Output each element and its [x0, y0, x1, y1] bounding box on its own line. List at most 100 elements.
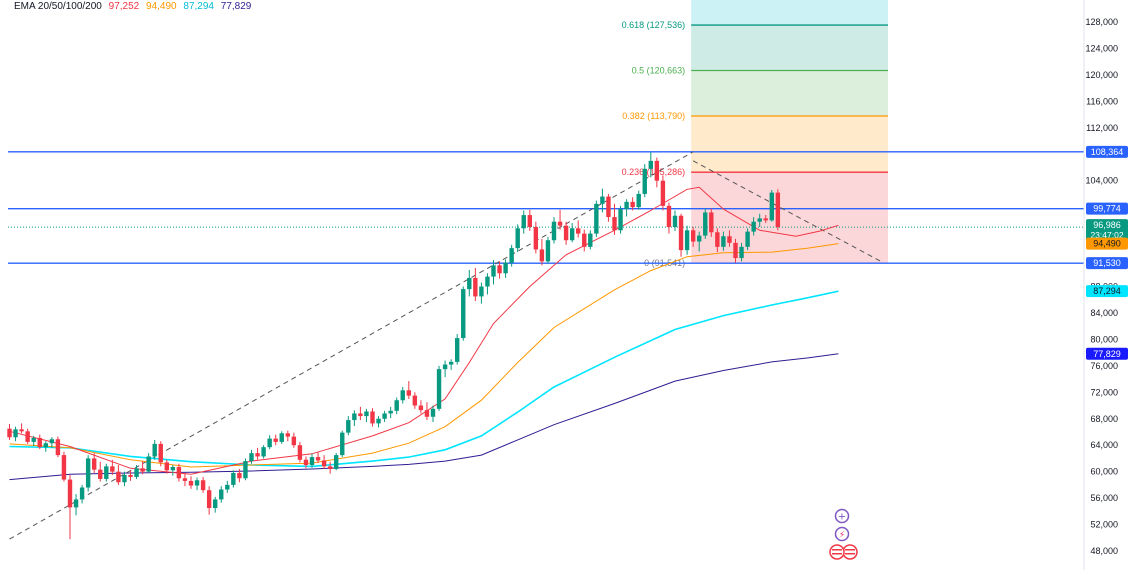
y-tick-label: 84,000 — [1090, 308, 1118, 318]
candle — [672, 210, 678, 231]
candle-body — [703, 212, 708, 236]
candle — [394, 397, 399, 415]
candle — [334, 453, 339, 471]
candle-body — [303, 459, 309, 466]
candle-body — [261, 447, 266, 457]
legend-ema20: 97,252 — [108, 1, 140, 12]
candle — [612, 203, 617, 235]
candle-body — [37, 437, 42, 448]
candle — [13, 426, 18, 442]
candle — [769, 189, 774, 222]
ema50-line — [9, 243, 839, 468]
candle-body — [618, 209, 623, 231]
candle-body — [255, 453, 260, 457]
candle-body — [636, 193, 641, 208]
candle-body — [67, 479, 73, 508]
candle — [721, 231, 726, 251]
candle — [600, 188, 605, 213]
y-tick-label: 112,000 — [1086, 123, 1118, 133]
candle-body — [92, 458, 97, 470]
candle-body — [497, 265, 502, 274]
candle — [309, 453, 315, 468]
y-tick-label: 48,000 — [1090, 546, 1118, 556]
candle-body — [569, 228, 575, 241]
candle-body — [491, 265, 496, 277]
candle — [104, 463, 109, 482]
ema100-line — [9, 290, 839, 468]
candle — [225, 480, 230, 493]
candle — [61, 451, 67, 482]
candle-body — [624, 201, 629, 210]
candle — [697, 231, 702, 252]
fib-zone-top — [691, 0, 888, 26]
candle-body — [394, 400, 399, 411]
candle — [751, 217, 756, 236]
candle — [642, 164, 647, 198]
plus-event-icon[interactable] — [834, 508, 850, 524]
candle-body — [576, 228, 581, 234]
candle — [321, 455, 327, 470]
us-flag-event-icon[interactable] — [842, 544, 858, 560]
legend-label: EMA 20/50/100/200 — [14, 1, 102, 12]
candle-body — [267, 438, 272, 448]
candle-body — [273, 438, 278, 442]
candle — [213, 496, 218, 513]
candle-body — [388, 410, 393, 414]
price-tag-hl1: 108,364 — [1086, 145, 1128, 158]
event-icons[interactable]: + ⚡ — [829, 508, 858, 560]
candle-body — [690, 230, 696, 242]
candle-body — [140, 468, 145, 472]
candle-body — [503, 262, 508, 274]
candle — [412, 392, 418, 409]
candle — [200, 476, 206, 493]
candle — [67, 474, 73, 540]
candle-body — [648, 160, 653, 169]
candle — [243, 458, 248, 481]
candle — [775, 189, 781, 231]
candle-body — [557, 221, 563, 226]
candle-body — [249, 453, 254, 462]
candle-body — [684, 230, 690, 251]
candle-body — [751, 221, 756, 232]
candle — [715, 228, 720, 253]
candle-body — [582, 233, 587, 247]
candle — [527, 209, 532, 231]
candle — [364, 408, 369, 423]
price-tag-countdown: 23:47:02 — [1090, 230, 1123, 240]
candle — [382, 410, 387, 423]
candle-body — [43, 443, 48, 448]
price-tags: 108,36499,77497,25296,98623:47:0294,4909… — [1086, 145, 1128, 360]
candle — [745, 228, 750, 251]
legend-ema100: 87,294 — [183, 1, 214, 12]
candle — [297, 441, 303, 463]
candle — [618, 205, 623, 234]
candle-body — [279, 433, 284, 442]
fib-zone — [691, 115, 888, 173]
candle-body — [588, 233, 593, 247]
candle — [237, 469, 242, 483]
candle-body — [672, 215, 678, 227]
candle — [569, 223, 575, 243]
lightning-event-icon[interactable] — [834, 526, 850, 542]
candle-body — [309, 457, 315, 466]
candle — [37, 434, 42, 450]
candle — [521, 210, 526, 234]
us-flag-event-icon-2[interactable] — [829, 544, 845, 560]
ema20-line — [9, 186, 839, 475]
candles[interactable] — [7, 151, 781, 540]
candle-body — [370, 411, 375, 424]
candle — [442, 360, 448, 378]
candle — [7, 424, 12, 440]
candle-body — [291, 436, 297, 446]
candle — [164, 459, 169, 474]
candle-body — [104, 466, 109, 479]
candle — [98, 461, 103, 482]
candle — [285, 430, 290, 442]
y-tick-label: 56,000 — [1090, 493, 1118, 503]
candle — [25, 428, 30, 444]
price-tag-bg — [1086, 285, 1128, 298]
candle-body — [606, 196, 611, 218]
candle-body — [436, 369, 442, 409]
candle — [418, 400, 424, 414]
